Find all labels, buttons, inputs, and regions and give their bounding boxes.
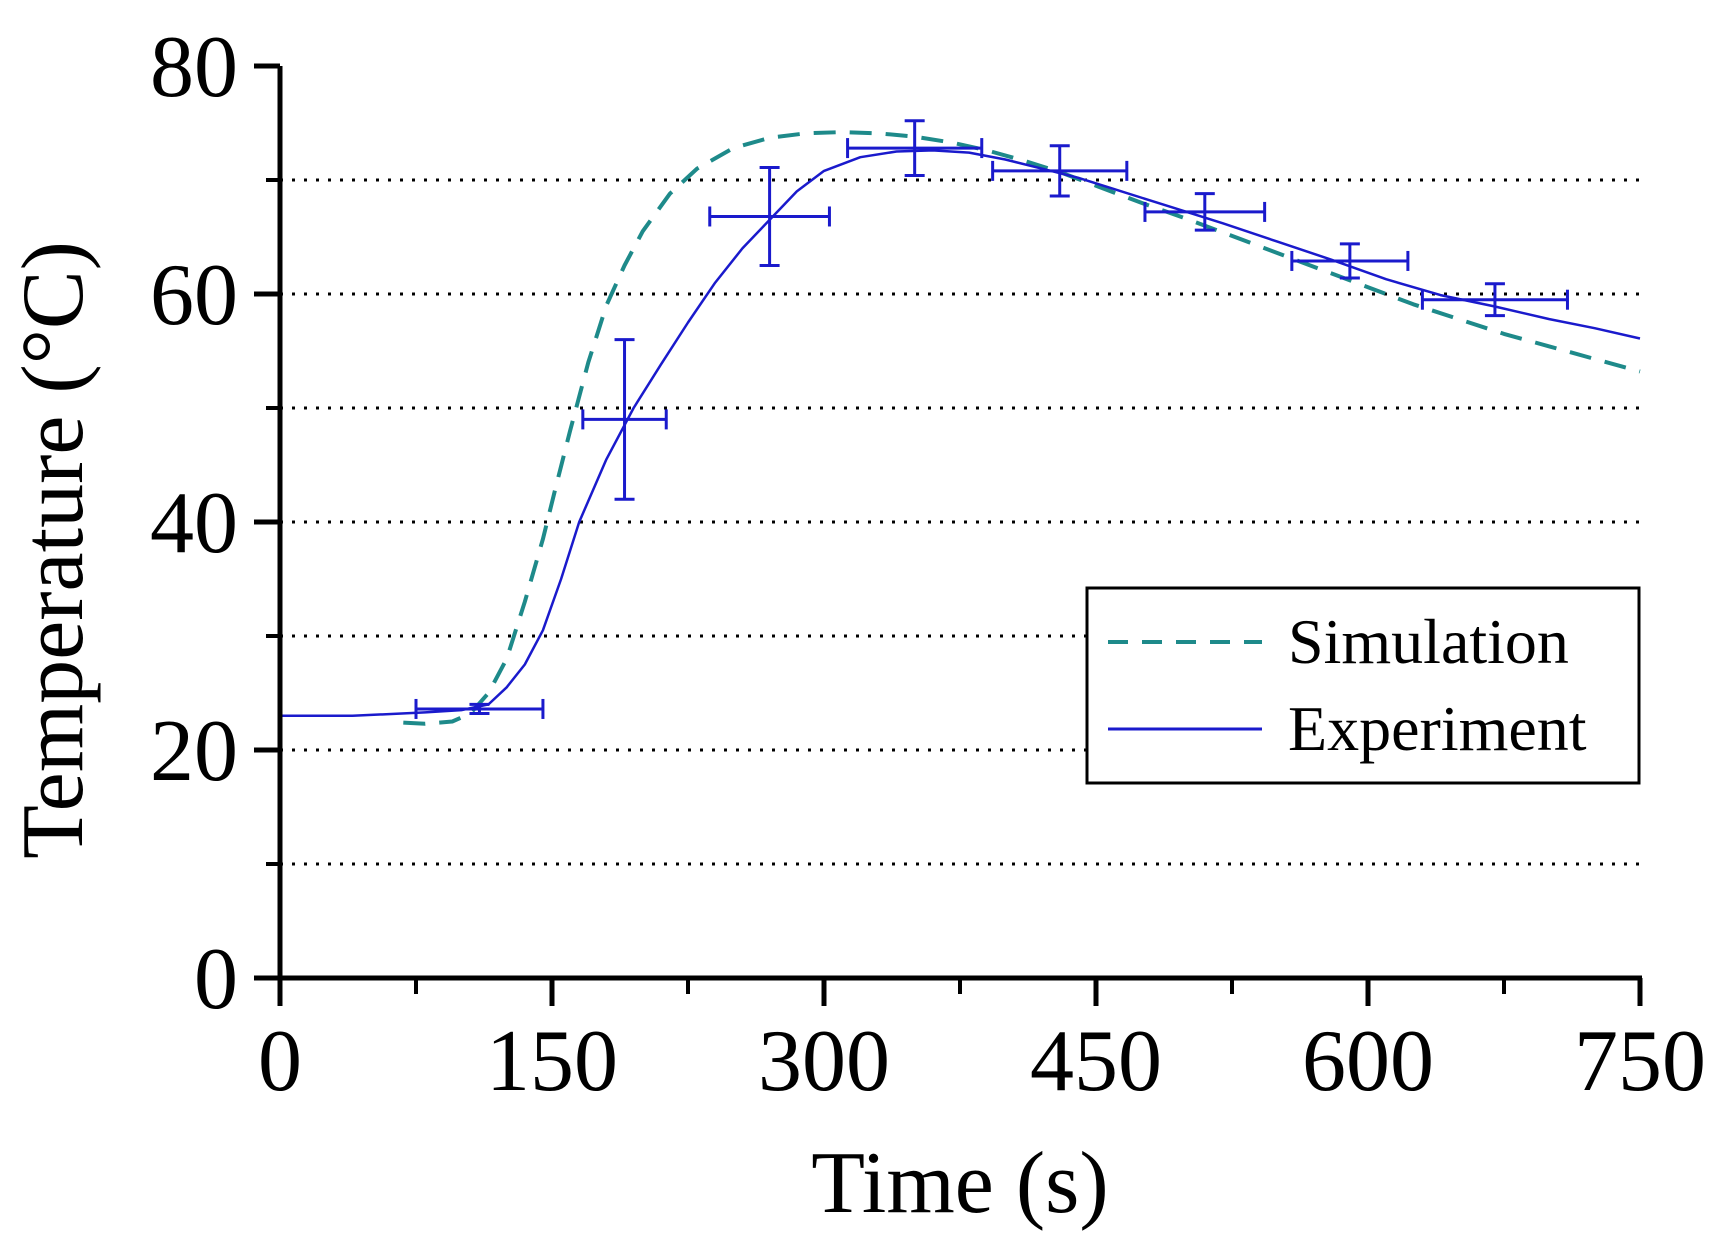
x-axis-title: Time (s) — [811, 1135, 1108, 1232]
tick-labels: 0 20 40 60 80 0 150 300 450 600 750 — [150, 19, 1706, 1110]
error-bar — [991, 144, 1129, 198]
series-simulation-line — [403, 130, 1641, 726]
error-bar — [414, 698, 545, 719]
y-tick-label: 40 — [150, 475, 238, 572]
x-tick-label: 600 — [1302, 1013, 1434, 1110]
error-bar — [1143, 192, 1267, 232]
error-bar — [708, 165, 831, 267]
error-bar — [846, 119, 984, 177]
axes — [254, 63, 1643, 1006]
x-tick-label: 0 — [258, 1013, 302, 1110]
legend-experiment-label: Experiment — [1288, 693, 1587, 764]
x-tick-label: 450 — [1030, 1013, 1162, 1110]
x-tick-label: 300 — [758, 1013, 890, 1110]
y-tick-label: 20 — [150, 703, 238, 800]
error-bars — [414, 119, 1569, 719]
error-bar — [1290, 242, 1410, 280]
y-axis-title: Temperature (°C) — [5, 241, 102, 859]
x-tick-label: 750 — [1574, 1013, 1706, 1110]
legend: Simulation Experiment — [1085, 586, 1641, 785]
y-tick-label: 0 — [194, 931, 238, 1028]
legend-simulation-label: Simulation — [1288, 606, 1569, 677]
y-tick-label: 80 — [150, 19, 238, 116]
legend-box — [1085, 586, 1641, 785]
x-tick-label: 150 — [486, 1013, 618, 1110]
error-bar — [1420, 282, 1569, 318]
error-bar — [581, 338, 668, 501]
y-tick-label: 60 — [150, 247, 238, 344]
